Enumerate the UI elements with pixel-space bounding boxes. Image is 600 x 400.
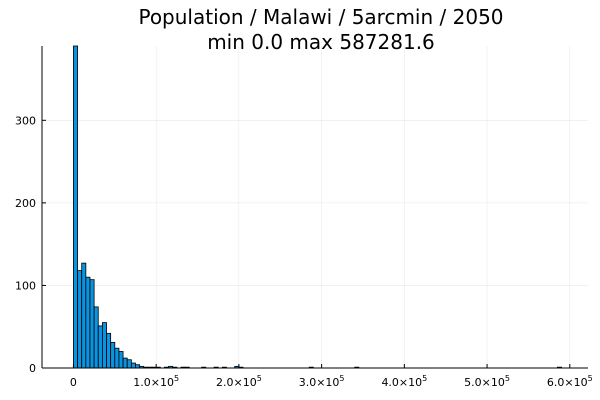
y-tick-label: 0 xyxy=(29,362,36,375)
x-tick-label: 3.0×105 xyxy=(299,374,345,389)
y-tick-labels: 0 100 200 300 xyxy=(15,114,36,375)
x-tick-labels: 0 1.0×105 2.0×105 3.0×105 4.0×105 5.0×105 6.0×… xyxy=(70,374,593,389)
histogram-bar xyxy=(101,322,107,369)
histogram-bars xyxy=(73,45,562,369)
x-tick-label: 4.0×105 xyxy=(381,374,427,389)
histogram-bar xyxy=(114,347,120,369)
x-tick-label: 5.0×105 xyxy=(464,374,510,389)
x-tick-label: 1.0×105 xyxy=(133,374,179,389)
x-tick-label: 2.0×105 xyxy=(216,374,262,389)
x-tick-label: 6.0×105 xyxy=(547,374,593,389)
histogram-bar xyxy=(81,262,87,369)
histogram-bar xyxy=(89,279,95,369)
x-tick-label: 0 xyxy=(70,376,77,389)
y-tick-label: 300 xyxy=(15,114,36,127)
histogram-bar xyxy=(130,362,136,369)
y-tick-label: 100 xyxy=(15,279,36,292)
histogram-bar xyxy=(122,357,128,369)
chart-title-line1: Population / Malawi / 5arcmin / 2050 xyxy=(138,5,503,29)
histogram-bar xyxy=(73,45,78,369)
grid-lines xyxy=(42,46,588,369)
histogram-bar xyxy=(126,359,132,369)
histogram-bar xyxy=(118,351,124,369)
axes xyxy=(41,46,588,369)
histogram-bar xyxy=(77,270,83,369)
chart-title-line2: min 0.0 max 587281.6 xyxy=(207,30,435,54)
y-tick-label: 200 xyxy=(15,197,36,210)
histogram-bar xyxy=(106,332,112,369)
histogram-bar xyxy=(85,276,91,369)
histogram-bar xyxy=(110,342,116,369)
histogram-bar xyxy=(97,325,103,369)
histogram-bar xyxy=(93,306,99,369)
